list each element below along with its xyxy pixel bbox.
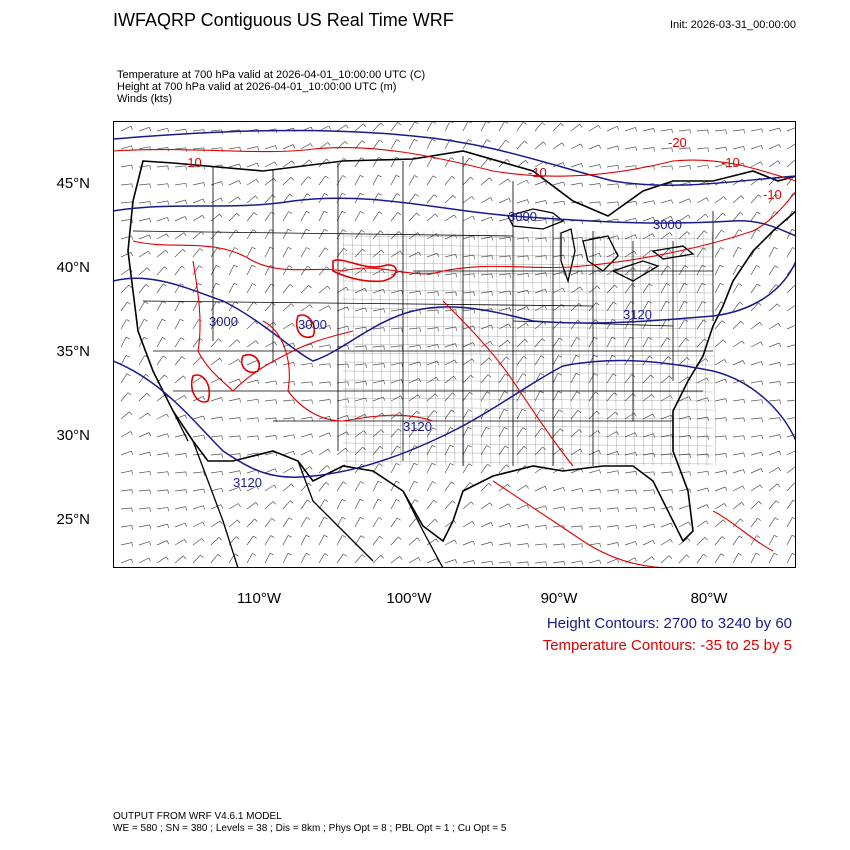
temperature-label: -10 xyxy=(721,155,740,170)
county-grid xyxy=(342,230,717,467)
lat-label: 40°N xyxy=(56,259,90,276)
lat-label: 35°N xyxy=(56,343,90,360)
init-time: Init: 2026-03-31_00:00:00 xyxy=(670,19,796,31)
lat-label: 45°N xyxy=(56,175,90,192)
temperature-label: -10 xyxy=(763,187,782,202)
height-label: 3000 xyxy=(209,314,238,329)
height-label: 3120 xyxy=(403,419,432,434)
height-label: 3120 xyxy=(233,475,262,490)
temperature-label: -10 xyxy=(183,155,202,170)
us-outline xyxy=(127,150,796,543)
lon-label: 80°W xyxy=(690,590,728,607)
height-contours xyxy=(113,129,796,478)
temperature-terrain-contours xyxy=(190,259,397,403)
lat-label: 25°N xyxy=(56,511,90,528)
lon-label: 110°W xyxy=(236,590,282,607)
temperature-label: -20 xyxy=(668,135,687,150)
height-label: 3000 xyxy=(508,209,537,224)
footer-config: WE = 580 ; SN = 380 ; Levels = 38 ; Dis … xyxy=(113,823,507,834)
lon-label: 90°W xyxy=(540,590,578,607)
county-boundaries xyxy=(342,230,717,467)
great-lakes xyxy=(507,208,695,284)
field-height: Height at 700 hPa valid at 2026-04-01_10… xyxy=(117,81,397,93)
lat-label: 30°N xyxy=(56,427,90,444)
temperature-contours xyxy=(113,146,796,568)
map-background xyxy=(113,121,796,568)
chart-title: IWFAQRP Contiguous US Real Time WRF xyxy=(113,10,454,30)
height-label: 3120 xyxy=(623,307,652,322)
height-label: 3000 xyxy=(298,317,327,332)
wind-barbs xyxy=(120,121,796,566)
weather-map: 3000 3000 3000 3000 3120 3120 3120 -10 -… xyxy=(113,121,796,568)
legend-height: Height Contours: 2700 to 3240 by 60 xyxy=(546,615,792,632)
footer-model: OUTPUT FROM WRF V4.6.1 MODEL xyxy=(113,811,282,822)
temperature-label: -10 xyxy=(528,165,547,180)
legend-temperature: Temperature Contours: -35 to 25 by 5 xyxy=(542,637,792,654)
height-label: 3000 xyxy=(653,217,682,232)
state-boundaries xyxy=(132,156,714,466)
mexico-outline xyxy=(172,410,444,568)
lon-label: 100°W xyxy=(386,590,432,607)
field-temperature: Temperature at 700 hPa valid at 2026-04-… xyxy=(117,69,426,81)
field-winds: Winds (kts) xyxy=(117,93,172,105)
wind-barb-field xyxy=(120,121,796,566)
map-frame xyxy=(113,121,796,568)
